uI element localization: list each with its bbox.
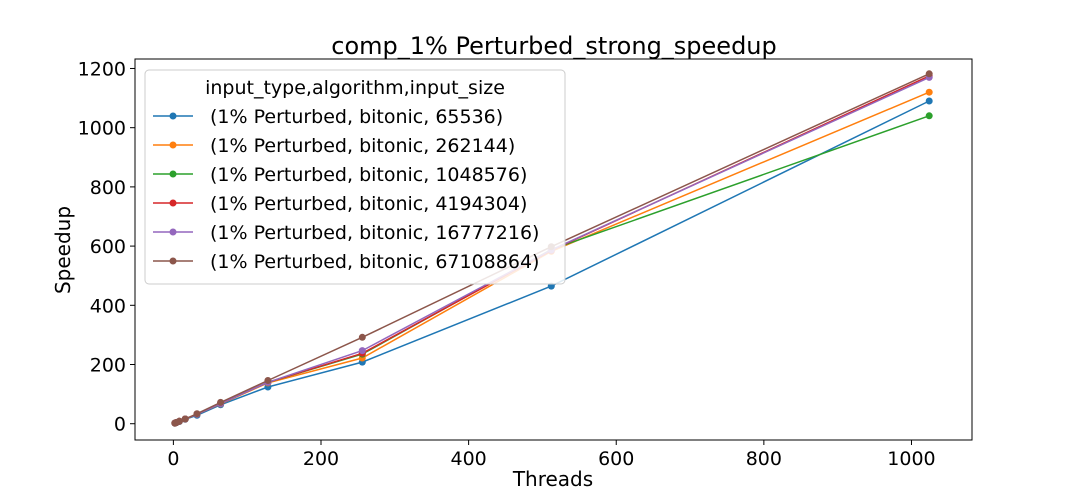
legend-label: (1% Perturbed, bitonic, 65536) [210,106,503,128]
y-tick-label: 0 [114,414,126,436]
legend-entries: (1% Perturbed, bitonic, 65536) (1% Pertur… [153,106,539,273]
y-tick-label: 400 [90,295,126,317]
plot-area-frame [134,58,973,441]
y-tick-label: 600 [90,236,126,258]
data-point [175,417,183,425]
y-tick-label: 200 [90,355,126,377]
x-tick-label: 200 [303,448,339,470]
legend-marker [169,228,177,236]
legend-entry: (1% Perturbed, bitonic, 65536) [153,106,503,128]
legend-label: (1% Perturbed, bitonic, 262144) [210,135,515,157]
x-tick-label: 0 [167,448,179,470]
legend-marker [169,112,177,120]
x-tick-label: 400 [450,448,486,470]
x-tick-label: 800 [746,448,782,470]
legend-box [144,69,566,285]
legend-marker [169,257,177,265]
data-point [264,377,272,384]
legend-title: input_type,algorithm,input_size [205,77,505,99]
legend-label: (1% Perturbed, bitonic, 16777216) [210,222,539,244]
legend-marker [169,199,177,207]
data-point [925,97,933,105]
data-point [193,410,201,418]
y-tick-label: 1000 [78,118,126,140]
data-point [925,112,933,120]
y-tick-label: 1200 [78,58,126,80]
legend-entry: (1% Perturbed, bitonic, 4194304) [153,193,527,215]
chart-title: comp_1% Perturbed_strong_speedup [331,32,777,60]
x-axis-label: Threads [512,467,593,491]
legend-label: (1% Perturbed, bitonic, 4194304) [210,193,527,215]
axis-ticks: 0 200 400 600 800 1000 0 200 400 600 800 1000 1200 [78,58,936,470]
data-point [925,70,933,78]
legend-entry: (1% Perturbed, bitonic, 16777216) [153,222,539,244]
legend-label: (1% Perturbed, bitonic, 67108864) [210,251,539,273]
data-point [217,398,225,406]
data-point [358,333,366,341]
data-point [181,415,189,423]
x-tick-label: 600 [598,448,634,470]
legend-label: (1% Perturbed, bitonic, 1048576) [210,164,527,186]
x-tick-label: 1000 [887,448,935,470]
data-point [358,347,366,355]
chart-legend: input_type,algorithm,input_size (1% Pert… [144,69,566,285]
legend-entry: (1% Perturbed, bitonic, 67108864) [153,251,539,273]
y-axis-label: Speedup [51,206,75,294]
y-tick-label: 800 [90,177,126,199]
legend-marker [169,141,177,149]
data-point [925,88,933,96]
legend-entry: (1% Perturbed, bitonic, 262144) [153,135,515,157]
legend-entry: (1% Perturbed, bitonic, 1048576) [153,164,527,186]
legend-marker [169,170,177,178]
